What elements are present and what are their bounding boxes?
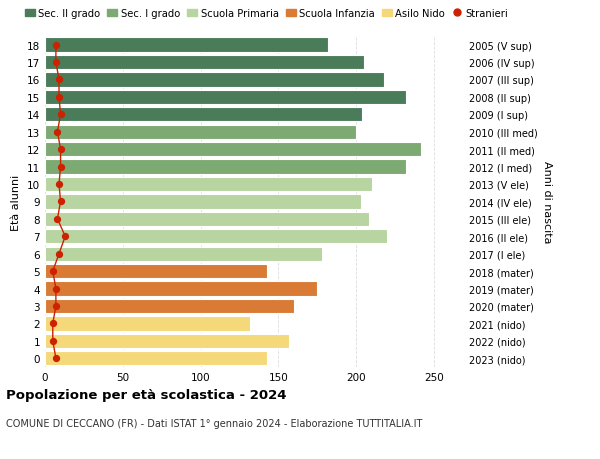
Point [61,233,70,241]
Bar [45,178,371,192]
Point [53,129,62,136]
Legend: Sec. II grado, Sec. I grado, Scuola Primaria, Scuola Infanzia, Asilo Nido, Stran: Sec. II grado, Sec. I grado, Scuola Prim… [25,9,508,19]
Bar [45,108,362,122]
Bar [45,195,361,209]
Point [48,320,58,327]
Point [51,355,61,362]
Y-axis label: Anni di nascita: Anni di nascita [542,161,552,243]
Bar [45,230,387,244]
Point [51,285,61,292]
Point [54,77,64,84]
Point [56,198,65,206]
Point [54,94,64,101]
Bar [45,125,356,140]
Point [54,251,64,258]
Point [51,302,61,310]
Bar [45,264,268,279]
Bar [45,212,368,226]
Text: Popolazione per età scolastica - 2024: Popolazione per età scolastica - 2024 [6,388,287,401]
Bar [45,143,421,157]
Bar [45,160,406,174]
Point [48,268,58,275]
Point [53,216,62,223]
Point [51,42,61,49]
Bar [45,90,406,105]
Bar [45,56,364,70]
Bar [45,352,268,366]
Text: COMUNE DI CECCANO (FR) - Dati ISTAT 1° gennaio 2024 - Elaborazione TUTTITALIA.IT: COMUNE DI CECCANO (FR) - Dati ISTAT 1° g… [6,418,422,428]
Bar [45,38,328,52]
Bar [45,334,289,348]
Bar [45,73,384,87]
Y-axis label: Età alunni: Età alunni [11,174,22,230]
Point [56,146,65,153]
Bar [45,247,322,261]
Point [56,112,65,119]
Point [56,163,65,171]
Bar [45,282,317,296]
Point [48,337,58,345]
Point [51,59,61,67]
Bar [45,317,250,331]
Bar [45,299,294,313]
Point [54,181,64,188]
